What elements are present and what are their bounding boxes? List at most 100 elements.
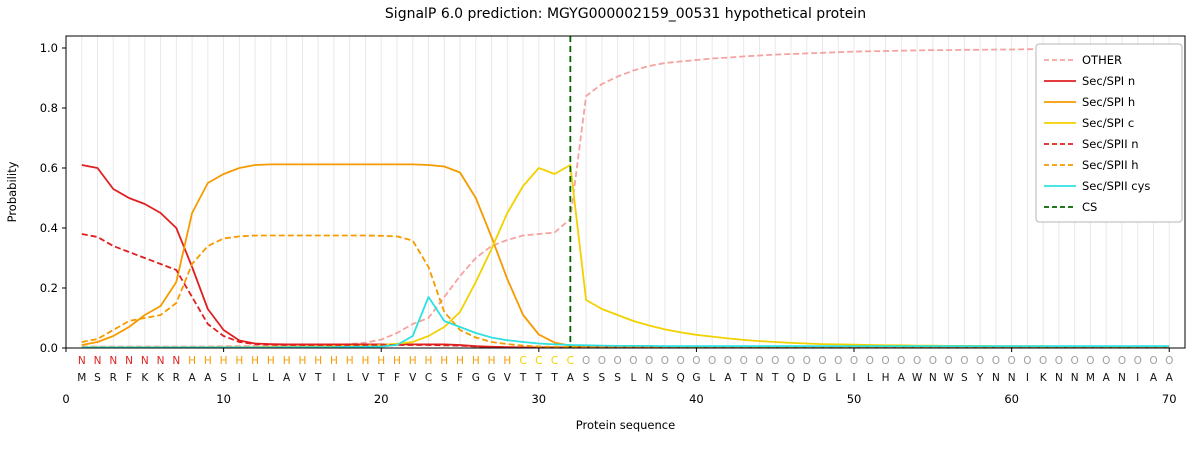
residue-letter: A: [724, 372, 732, 384]
region-letter: O: [629, 355, 637, 367]
residue-letter: R: [173, 372, 180, 384]
residue-letter: S: [961, 372, 968, 384]
chart-title: SignalP 6.0 prediction: MGYG000002159_00…: [384, 6, 867, 22]
x-tick-label: 50: [847, 392, 862, 406]
residue-letter: I: [1136, 372, 1139, 384]
series-line-sec-spi-h: [81, 163, 1170, 349]
residue-letter: N: [1118, 372, 1126, 384]
residue-letter: I: [238, 372, 241, 384]
residue-letter: T: [550, 372, 558, 384]
residue-letter: V: [504, 372, 512, 384]
residue-letter: N: [1071, 372, 1079, 384]
residue-letter: A: [1103, 372, 1111, 384]
residue-letter: K: [157, 372, 165, 384]
residue-letter: S: [614, 372, 621, 384]
region-letter: O: [787, 355, 795, 367]
region-letter: H: [314, 355, 322, 367]
residue-letter: S: [662, 372, 669, 384]
region-letter: O: [692, 355, 700, 367]
residue-letter: A: [204, 372, 212, 384]
region-letter: N: [172, 355, 180, 367]
region-letter: O: [1071, 355, 1079, 367]
region-letter: H: [283, 355, 291, 367]
y-tick-label: 1.0: [40, 41, 58, 55]
region-letter: H: [298, 355, 306, 367]
residue-letter: I: [332, 372, 335, 384]
residue-letter: A: [188, 372, 196, 384]
y-tick-label: 0.8: [40, 101, 58, 115]
legend-box: [1035, 43, 1183, 223]
region-letter: O: [992, 355, 1000, 367]
region-letter: H: [503, 355, 511, 367]
region-letter: H: [456, 355, 464, 367]
y-tick-label: 0.2: [40, 281, 58, 295]
region-letter: O: [866, 355, 874, 367]
legend-label: CS: [1082, 200, 1097, 214]
region-letter: H: [251, 355, 259, 367]
region-letter: H: [188, 355, 196, 367]
region-letter: C: [551, 355, 558, 367]
residue-letter: A: [1150, 372, 1158, 384]
residue-letter: S: [441, 372, 448, 384]
region-letter: O: [1149, 355, 1157, 367]
residue-letter: G: [692, 372, 700, 384]
residue-letter: W: [943, 372, 954, 384]
residue-letter: S: [583, 372, 590, 384]
residue-letter: K: [141, 372, 149, 384]
residue-letter: A: [898, 372, 906, 384]
residue-letter: K: [1040, 372, 1048, 384]
residue-letter: T: [377, 372, 385, 384]
legend-label: Sec/SPII n: [1082, 137, 1139, 151]
residue-letter: A: [283, 372, 291, 384]
residue-letter: N: [1008, 372, 1016, 384]
legend-label: OTHER: [1082, 53, 1122, 67]
region-letter: C: [535, 355, 542, 367]
residue-letter: V: [299, 372, 307, 384]
residue-letter: V: [409, 372, 417, 384]
legend-label: Sec/SPI h: [1082, 95, 1135, 109]
region-letter: H: [488, 355, 496, 367]
legend-label: Sec/SPII h: [1082, 158, 1139, 172]
region-letter: H: [425, 355, 433, 367]
region-letter: H: [235, 355, 243, 367]
region-letter: O: [645, 355, 653, 367]
region-letter: H: [472, 355, 480, 367]
region-letter: H: [393, 355, 401, 367]
residue-letter: S: [94, 372, 101, 384]
region-letter: O: [1039, 355, 1047, 367]
region-letter: O: [1165, 355, 1173, 367]
region-letter: O: [740, 355, 748, 367]
residue-letter: F: [394, 372, 400, 384]
residue-letter: N: [992, 372, 1000, 384]
residue-letter: L: [709, 372, 715, 384]
region-letter: O: [944, 355, 952, 367]
region-letter: O: [834, 355, 842, 367]
residue-letter: N: [1055, 372, 1063, 384]
region-letter: O: [850, 355, 858, 367]
region-letter: N: [109, 355, 117, 367]
region-letter: O: [803, 355, 811, 367]
region-letter: O: [913, 355, 921, 367]
residue-letter: A: [567, 372, 575, 384]
residue-letter: I: [1026, 372, 1029, 384]
region-letter: O: [708, 355, 716, 367]
residue-letter: S: [220, 372, 227, 384]
residue-letter: G: [487, 372, 495, 384]
region-letter: O: [677, 355, 685, 367]
residue-letter: Q: [787, 372, 795, 384]
region-letter: C: [519, 355, 526, 367]
series-line-other: [81, 47, 1170, 348]
residue-letter: N: [756, 372, 764, 384]
region-letter: O: [1134, 355, 1142, 367]
region-letter: O: [1055, 355, 1063, 367]
residue-letter: R: [110, 372, 117, 384]
region-letter: O: [613, 355, 621, 367]
residue-letter: F: [126, 372, 132, 384]
region-letter: H: [440, 355, 448, 367]
residue-letter: T: [314, 372, 322, 384]
series-line-sec-spii-cys: [81, 296, 1170, 349]
y-tick-label: 0.0: [40, 341, 58, 355]
region-letter: O: [598, 355, 606, 367]
legend-label: Sec/SPI c: [1082, 116, 1134, 130]
